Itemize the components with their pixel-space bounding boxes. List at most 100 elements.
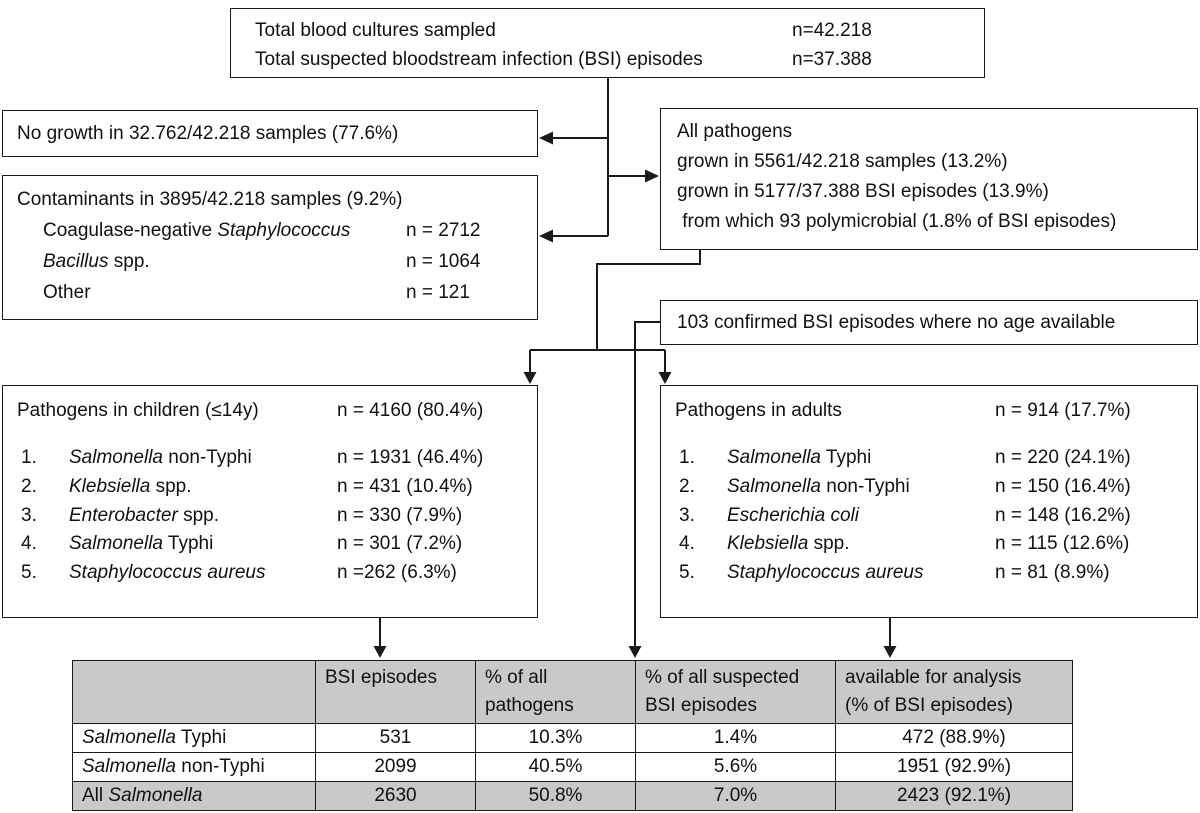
label-italic: Salmonella xyxy=(82,756,176,777)
children-total: n = 4160 (80.4%) xyxy=(337,400,484,421)
label-post: Typhi xyxy=(176,727,227,748)
pathogen-count: n = 220 (24.1%) xyxy=(995,447,1131,468)
rank-number: 4. xyxy=(21,533,37,555)
study-totals-box: Total blood cultures sampled n=42.218 To… xyxy=(230,8,985,78)
pathogen-count: n = 1931 (46.4%) xyxy=(337,447,484,468)
name-italic: Staphylococcus aureus xyxy=(727,562,924,584)
table-row-salmonella-typhi: Salmonella Typhi 531 10.3% 1.4% 472 (88.… xyxy=(72,723,1073,753)
header-available-analysis: available for analysis (% of BSI episodes… xyxy=(835,660,1073,724)
contaminants-title: Contaminants in 3895/42.218 samples (9.2… xyxy=(17,189,403,210)
name-italic: Staphylococcus aureus xyxy=(69,562,266,584)
name-italic: Salmonella xyxy=(69,533,163,555)
pathogen-rank-row: 4. Klebsiella spp. n = 115 (12.6%) xyxy=(675,530,1189,559)
header-pct-all-pathogens: % of all pathogens xyxy=(475,660,636,724)
pathogen-rank-row: 3. Escherichia coli n = 148 (16.2%) xyxy=(675,502,1189,531)
pathogens-samples-line: grown in 5561/42.218 samples (13.2%) xyxy=(677,151,1008,172)
pathogen-rank-row: 5. Staphylococcus aureus n =262 (6.3%) xyxy=(17,559,529,588)
contaminant-count: n = 121 xyxy=(406,282,470,303)
pathogen-count: n =262 (6.3%) xyxy=(337,562,457,584)
pathogen-count: n = 81 (8.9%) xyxy=(995,562,1110,584)
name-post: non-Typhi xyxy=(821,475,910,497)
name-pre: Coagulase-negative xyxy=(43,220,218,241)
pathogen-name: Salmonella non-Typhi xyxy=(727,473,995,502)
contaminant-row: Coagulase-negative Staphylococcus n = 27… xyxy=(17,215,529,246)
pathogen-count: n = 301 (7.2%) xyxy=(337,533,463,555)
name-post: Typhi xyxy=(163,533,214,555)
pct-suspected-bsi-cell: 1.4% xyxy=(635,723,836,753)
pct-all-pathogens-cell: 10.3% xyxy=(475,723,636,753)
contaminants-box: Contaminants in 3895/42.218 samples (9.2… xyxy=(2,175,538,320)
adults-total: n = 914 (17.7%) xyxy=(995,400,1131,421)
available-cell: 472 (88.9%) xyxy=(835,723,1073,753)
total-cultures-row: Total blood cultures sampled n=42.218 xyxy=(255,16,970,45)
pathogen-rank-row: 1. Salmonella non-Typhi n = 1931 (46.4%) xyxy=(17,444,529,473)
pathogen-rank-row: 4. Salmonella Typhi n = 301 (7.2%) xyxy=(17,530,529,559)
rank-number: 5. xyxy=(679,562,695,584)
pct-suspected-bsi-cell: 7.0% xyxy=(635,781,836,811)
no-growth-text: No growth in 32.762/42.218 samples (77.6… xyxy=(17,122,399,144)
pct-all-pathogens-cell: 40.5% xyxy=(475,752,636,782)
adults-title-row: Pathogens in adults n = 914 (17.7%) xyxy=(675,396,1189,426)
pathogen-name: Salmonella Typhi xyxy=(727,444,995,473)
pathogen-name: Escherichia coli xyxy=(727,502,995,531)
name-italic: Salmonella xyxy=(727,447,821,468)
children-pathogens-box: Pathogens in children (≤14y) n = 4160 (8… xyxy=(2,385,538,618)
name-italic: Salmonella xyxy=(69,447,163,468)
rank-number: 2. xyxy=(21,475,37,497)
label-italic: Salmonella xyxy=(108,785,203,806)
total-cultures-value: n=42.218 xyxy=(792,20,872,41)
name-pre: Other xyxy=(43,282,91,303)
rank-number: 4. xyxy=(679,533,695,555)
contaminant-count: n = 2712 xyxy=(406,220,481,241)
name-italic: Escherichia coli xyxy=(727,504,859,526)
table-row-all-salmonella: All Salmonella 2630 50.8% 7.0% 2423 (92.… xyxy=(72,781,1073,811)
available-cell: 2423 (92.1%) xyxy=(835,781,1073,811)
name-post: non-Typhi xyxy=(163,447,252,468)
pathogen-rank-row: 2. Salmonella non-Typhi n = 150 (16.4%) xyxy=(675,473,1189,502)
pathogen-rank-row: 3. Enterobacter spp. n = 330 (7.9%) xyxy=(17,502,529,531)
pathogen-count: n = 148 (16.2%) xyxy=(995,504,1131,526)
name-italic: Staphylococcus xyxy=(217,220,351,241)
row-label: Salmonella non-Typhi xyxy=(72,752,316,782)
pathogen-count: n = 150 (16.4%) xyxy=(995,475,1131,497)
name-italic: Salmonella xyxy=(727,475,821,497)
rank-number: 1. xyxy=(21,447,37,468)
name-post: spp. xyxy=(177,504,219,526)
no-age-text: 103 confirmed BSI episodes where no age … xyxy=(677,311,1116,333)
name-italic: Enterobacter xyxy=(69,504,178,526)
rank-number: 3. xyxy=(679,504,695,526)
children-title-row: Pathogens in children (≤14y) n = 4160 (8… xyxy=(17,396,529,426)
label-post: non-Typhi xyxy=(176,756,265,777)
header-bsi-episodes: BSI episodes xyxy=(315,660,476,724)
pathogen-name: Klebsiella spp. xyxy=(727,530,995,559)
children-title: Pathogens in children (≤14y) xyxy=(17,400,259,421)
name-italic: Klebsiella xyxy=(727,533,809,555)
name-post: spp. xyxy=(150,475,192,497)
name-italic: Klebsiella xyxy=(69,475,151,497)
all-pathogens-title: All pathogens xyxy=(677,121,793,142)
suspected-bsi-value: n=37.388 xyxy=(792,49,872,70)
row-label: All Salmonella xyxy=(72,781,316,811)
pathogen-count: n = 115 (12.6%) xyxy=(995,533,1130,555)
header-pct-suspected-bsi: % of all suspected BSI episodes xyxy=(635,660,836,724)
contaminant-count: n = 1064 xyxy=(406,251,481,272)
pathogen-name: Enterobacter spp. xyxy=(69,502,337,531)
total-cultures-label: Total blood cultures sampled xyxy=(255,20,496,41)
pathogen-name: Staphylococcus aureus xyxy=(69,559,337,588)
no-age-box: 103 confirmed BSI episodes where no age … xyxy=(660,300,1198,345)
table-header-row: BSI episodes % of all pathogens % of all … xyxy=(72,660,1073,724)
rank-number: 3. xyxy=(21,504,37,526)
header-empty xyxy=(72,660,316,724)
pathogen-rank-row: 1. Salmonella Typhi n = 220 (24.1%) xyxy=(675,444,1189,473)
pathogen-count: n = 330 (7.9%) xyxy=(337,504,463,526)
all-pathogens-box: All pathogens grown in 5561/42.218 sampl… xyxy=(660,108,1198,250)
contaminant-name: Coagulase-negative Staphylococcus xyxy=(43,215,406,246)
table-row-salmonella-non-typhi: Salmonella non-Typhi 2099 40.5% 5.6% 195… xyxy=(72,752,1073,782)
pathogen-name: Salmonella non-Typhi xyxy=(69,444,337,473)
pct-all-pathogens-cell: 50.8% xyxy=(475,781,636,811)
pct-suspected-bsi-cell: 5.6% xyxy=(635,752,836,782)
label-italic: Salmonella xyxy=(82,727,176,748)
name-post: Typhi xyxy=(821,447,872,468)
contaminant-row: Other n = 121 xyxy=(17,277,529,308)
